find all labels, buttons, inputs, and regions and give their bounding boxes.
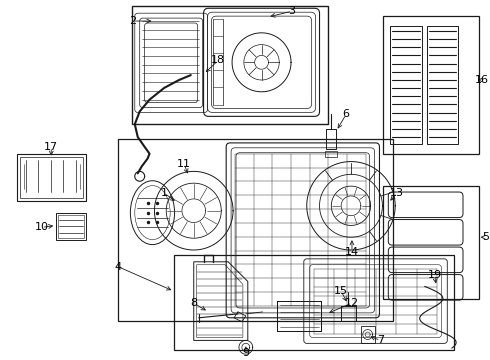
Bar [174,255,454,350]
Bar [326,129,336,149]
Bar [427,26,458,144]
Text: 7: 7 [377,336,384,345]
Text: 9: 9 [242,348,249,358]
Bar [277,301,321,330]
Text: 10: 10 [34,222,49,233]
Bar [361,326,374,343]
Text: 5: 5 [482,232,489,242]
Text: 17: 17 [44,142,58,152]
Text: 6: 6 [343,109,349,120]
Bar [325,151,337,157]
Bar [390,26,422,144]
Bar [20,157,83,198]
Text: 15: 15 [334,286,348,296]
Bar [56,213,86,240]
Bar [17,154,86,201]
Text: 16: 16 [475,75,489,85]
Bar [118,139,393,321]
Text: 14: 14 [345,247,359,257]
Text: 1: 1 [161,188,168,198]
Text: 3: 3 [289,6,295,16]
Text: 8: 8 [190,298,197,308]
Text: 19: 19 [427,270,441,280]
Bar [58,215,84,238]
Text: 13: 13 [390,188,404,198]
Text: 18: 18 [211,55,225,66]
Bar [383,186,479,299]
Text: 12: 12 [345,298,359,308]
Bar [132,6,328,124]
Text: 4: 4 [115,262,122,272]
Text: 2: 2 [129,16,136,26]
Text: 11: 11 [177,158,191,168]
Bar [383,16,479,154]
